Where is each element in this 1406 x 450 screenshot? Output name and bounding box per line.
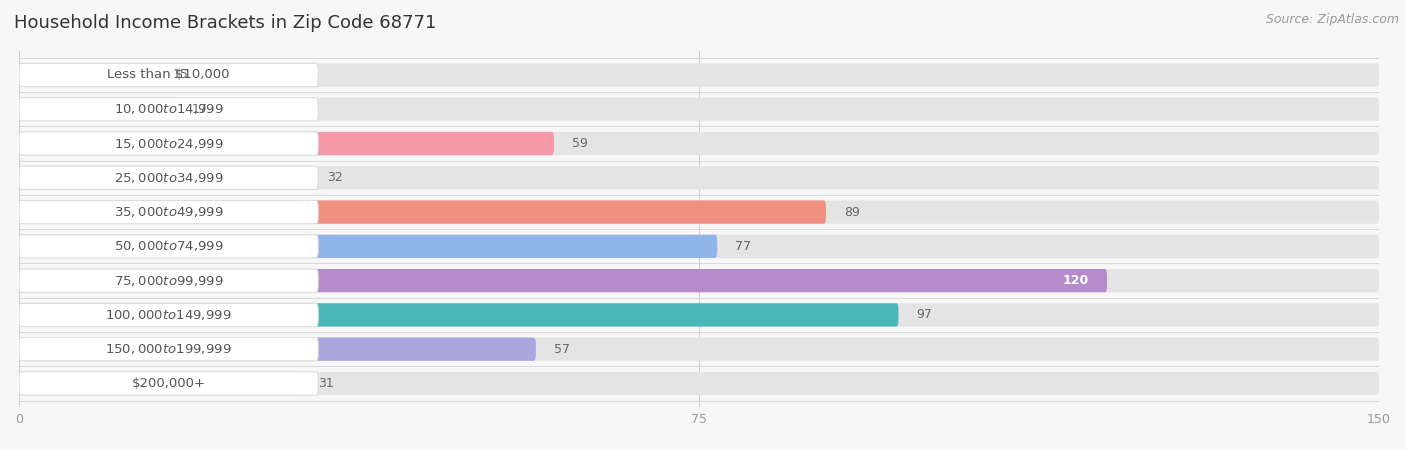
Text: $75,000 to $99,999: $75,000 to $99,999: [114, 274, 224, 288]
Text: 31: 31: [318, 377, 335, 390]
FancyBboxPatch shape: [20, 372, 318, 395]
Text: 59: 59: [572, 137, 588, 150]
Text: 89: 89: [844, 206, 860, 219]
FancyBboxPatch shape: [20, 98, 318, 121]
FancyBboxPatch shape: [20, 98, 1379, 121]
Text: 97: 97: [917, 308, 932, 321]
FancyBboxPatch shape: [20, 132, 1379, 155]
Text: $150,000 to $199,999: $150,000 to $199,999: [105, 342, 232, 356]
Text: 15: 15: [173, 68, 188, 81]
Text: 57: 57: [554, 343, 569, 356]
Text: $15,000 to $24,999: $15,000 to $24,999: [114, 136, 224, 151]
FancyBboxPatch shape: [20, 166, 318, 189]
Text: $100,000 to $149,999: $100,000 to $149,999: [105, 308, 232, 322]
Text: Source: ZipAtlas.com: Source: ZipAtlas.com: [1265, 14, 1399, 27]
FancyBboxPatch shape: [20, 63, 318, 87]
Text: Household Income Brackets in Zip Code 68771: Household Income Brackets in Zip Code 68…: [14, 14, 436, 32]
FancyBboxPatch shape: [20, 132, 554, 155]
Text: 32: 32: [328, 171, 343, 184]
Text: $25,000 to $34,999: $25,000 to $34,999: [114, 171, 224, 185]
FancyBboxPatch shape: [20, 235, 1379, 258]
FancyBboxPatch shape: [20, 200, 318, 224]
FancyBboxPatch shape: [20, 235, 318, 258]
FancyBboxPatch shape: [20, 63, 1379, 87]
FancyBboxPatch shape: [20, 235, 717, 258]
FancyBboxPatch shape: [20, 269, 1379, 292]
Text: $35,000 to $49,999: $35,000 to $49,999: [114, 205, 224, 219]
Text: 17: 17: [191, 103, 207, 116]
Text: Less than $10,000: Less than $10,000: [107, 68, 229, 81]
FancyBboxPatch shape: [20, 338, 536, 361]
FancyBboxPatch shape: [20, 166, 1379, 189]
FancyBboxPatch shape: [20, 372, 1379, 395]
FancyBboxPatch shape: [20, 303, 318, 327]
Text: 120: 120: [1063, 274, 1088, 287]
FancyBboxPatch shape: [20, 166, 309, 189]
FancyBboxPatch shape: [20, 132, 318, 155]
FancyBboxPatch shape: [20, 338, 1379, 361]
FancyBboxPatch shape: [20, 338, 318, 361]
Text: $50,000 to $74,999: $50,000 to $74,999: [114, 239, 224, 253]
FancyBboxPatch shape: [20, 63, 155, 87]
FancyBboxPatch shape: [20, 303, 1379, 327]
Text: $200,000+: $200,000+: [132, 377, 205, 390]
FancyBboxPatch shape: [20, 372, 299, 395]
FancyBboxPatch shape: [20, 98, 173, 121]
Text: 77: 77: [735, 240, 751, 253]
FancyBboxPatch shape: [20, 200, 825, 224]
FancyBboxPatch shape: [20, 269, 318, 292]
FancyBboxPatch shape: [20, 200, 1379, 224]
FancyBboxPatch shape: [20, 303, 898, 327]
FancyBboxPatch shape: [20, 269, 1107, 292]
Text: $10,000 to $14,999: $10,000 to $14,999: [114, 102, 224, 116]
